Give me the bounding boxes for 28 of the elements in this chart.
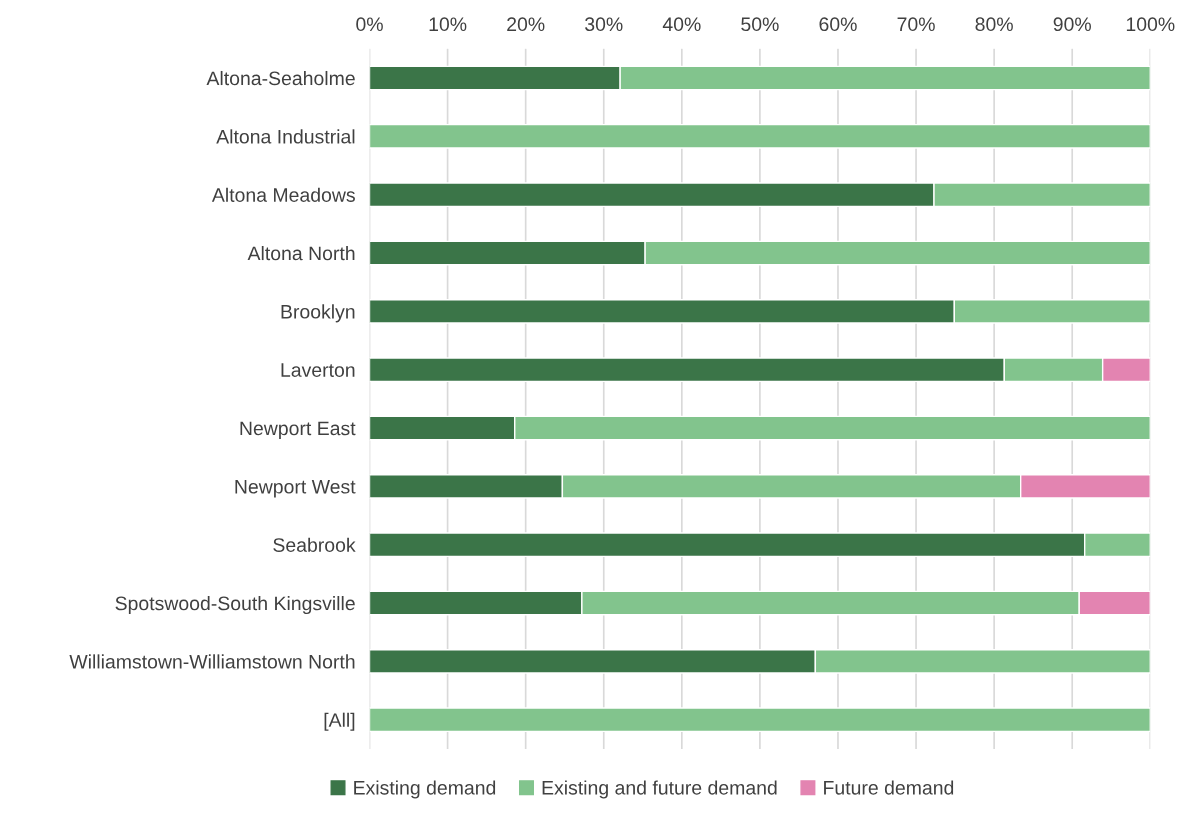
x-tick-label: 100% — [1126, 17, 1175, 32]
x-tick-label: 0% — [356, 17, 383, 32]
x-tick-label: 80% — [975, 17, 1013, 32]
y-tick-label: Altona Meadows — [211, 187, 355, 202]
x-tick-label: 40% — [662, 17, 701, 32]
y-tick-label: Altona Industrial — [216, 129, 355, 144]
x-tick-label: 90% — [1053, 17, 1091, 32]
legend-label: Existing and future demand — [542, 780, 777, 799]
y-tick-label: Spotswood-South Kingsville — [115, 595, 355, 615]
bar — [369, 123, 1151, 149]
y-tick-label: Altona North — [247, 245, 355, 261]
y-tick-label: Williamstown-Williamstown North — [69, 654, 355, 669]
y-tick-label: Newport East — [240, 421, 356, 440]
y-tick-label: Brooklyn — [281, 304, 355, 323]
y-tick-label: Laverton — [281, 363, 355, 377]
x-tick-label: 60% — [819, 17, 857, 32]
x-tick-label: 20% — [507, 17, 545, 32]
x-tick-label: 10% — [429, 17, 467, 32]
x-tick-label: 50% — [741, 17, 779, 32]
x-tick-label: 70% — [897, 17, 935, 32]
legend-label: Existing demand — [354, 780, 496, 799]
y-tick-label: [All] — [324, 712, 355, 731]
y-tick-label: Altona-Seaholme — [206, 70, 355, 86]
bar — [369, 707, 1151, 733]
y-tick-label: Seabrook — [273, 537, 356, 552]
x-tick-label: 30% — [585, 17, 623, 32]
legend-label: Future demand — [824, 780, 954, 795]
y-tick-label: Newport West — [235, 480, 356, 498]
